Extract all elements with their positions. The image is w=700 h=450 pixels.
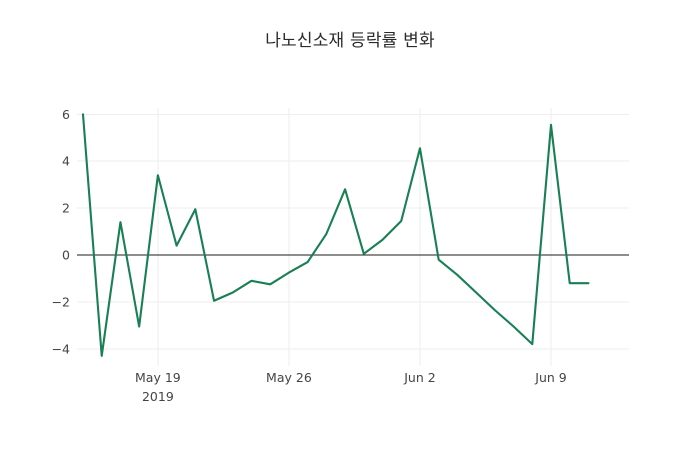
x-axis-tick-label: May 26 <box>266 370 312 385</box>
chart-title: 나노신소재 등락률 변화 <box>265 31 435 51</box>
data-line-series <box>81 113 590 357</box>
y-axis-tick-label: 6 <box>62 107 70 122</box>
x-axis-tick-labels: May 19 2019 May 26 Jun 2 Jun 9 <box>135 370 567 404</box>
y-axis-tick-label: 2 <box>62 201 70 216</box>
y-axis-tick-label: −2 <box>52 294 70 309</box>
x-axis-tick-label: May 19 <box>135 370 181 385</box>
x-axis-tick-label: Jun 2 <box>403 370 435 385</box>
y-axis-tick-labels: 6 4 2 0 −2 −4 <box>52 107 70 356</box>
x-axis-tick-label: Jun 9 <box>534 370 567 385</box>
y-axis-tick-label: 4 <box>62 154 70 169</box>
y-axis-tick-label: −4 <box>52 341 70 356</box>
x-axis-tick-label-year: 2019 <box>142 389 174 404</box>
gridlines-group <box>77 108 629 366</box>
y-axis-tick-label: 0 <box>62 248 70 263</box>
data-series-group <box>81 113 590 357</box>
